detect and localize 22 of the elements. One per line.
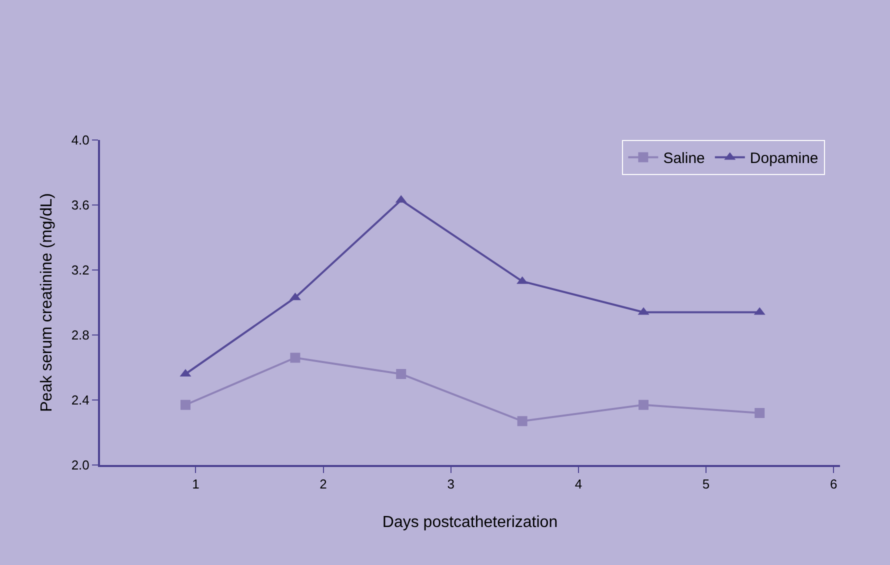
x-tick-label: 2: [320, 476, 327, 492]
x-tick-label: 1: [192, 476, 200, 492]
point: [290, 352, 300, 363]
y-tick-label: 2.4: [71, 392, 90, 408]
y-tick-label: 2.0: [71, 458, 90, 473]
y-tick-label: 4.0: [71, 132, 90, 148]
y-axis-title: Peak serum creatinine (mg/dL): [38, 193, 56, 412]
y-tick-label: 3.2: [71, 262, 90, 278]
point: [396, 369, 406, 379]
legend-label: Dopamine: [750, 150, 818, 168]
point: [754, 408, 765, 418]
x-tick-label: 6: [830, 476, 838, 492]
point: [638, 400, 649, 410]
point: [517, 416, 528, 426]
x-tick-label: 4: [574, 476, 582, 492]
y-tick-label: 3.6: [71, 198, 90, 213]
x-tick-label: 3: [447, 476, 454, 492]
point: [180, 400, 190, 410]
x-tick-label: 5: [702, 476, 710, 492]
x-axis-title: Days postcatheterization: [382, 514, 558, 531]
legend-label: Saline: [663, 150, 705, 168]
y-tick-label: 2.8: [71, 328, 90, 343]
